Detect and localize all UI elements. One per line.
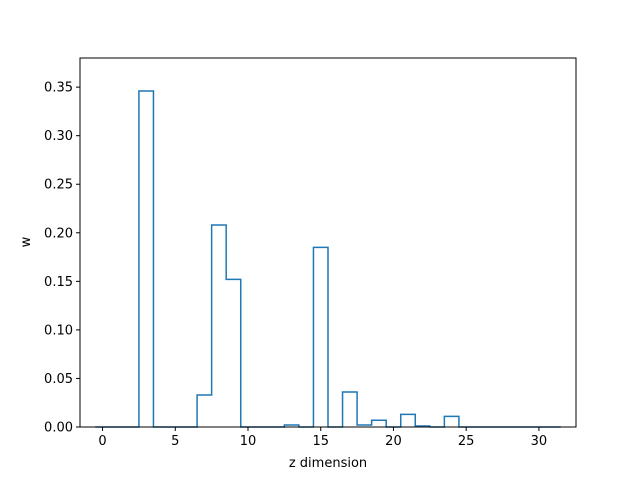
histogram-bar [212,225,227,427]
x-axis-label: z dimension [289,456,367,471]
histogram-bar [313,247,328,427]
y-tick-label: 0.30 [44,129,73,144]
y-tick-label: 0.10 [44,323,73,338]
y-axis-label: w [19,236,34,247]
histogram-bar [444,416,459,427]
histogram-bar [139,91,154,427]
x-tick-label: 15 [312,434,329,449]
histogram-bar [197,395,212,427]
x-tick-label: 0 [98,434,106,449]
axes-frame [79,57,577,428]
y-tick-label: 0.05 [44,372,73,387]
y-tick-label: 0.00 [44,421,73,436]
x-tick-label: 30 [531,434,548,449]
histogram-bar [343,392,358,427]
histogram-bar [401,414,416,427]
y-tick-label: 0.35 [44,81,73,96]
y-tick-label: 0.20 [44,226,73,241]
x-tick-label: 5 [171,434,179,449]
histogram-bar [226,279,241,427]
y-tick-label: 0.15 [44,275,73,290]
y-tick-label: 0.25 [44,178,73,193]
x-tick-label: 25 [458,434,475,449]
x-tick-label: 20 [385,434,402,449]
histogram-bar [372,420,387,427]
x-tick-label: 10 [240,434,257,449]
